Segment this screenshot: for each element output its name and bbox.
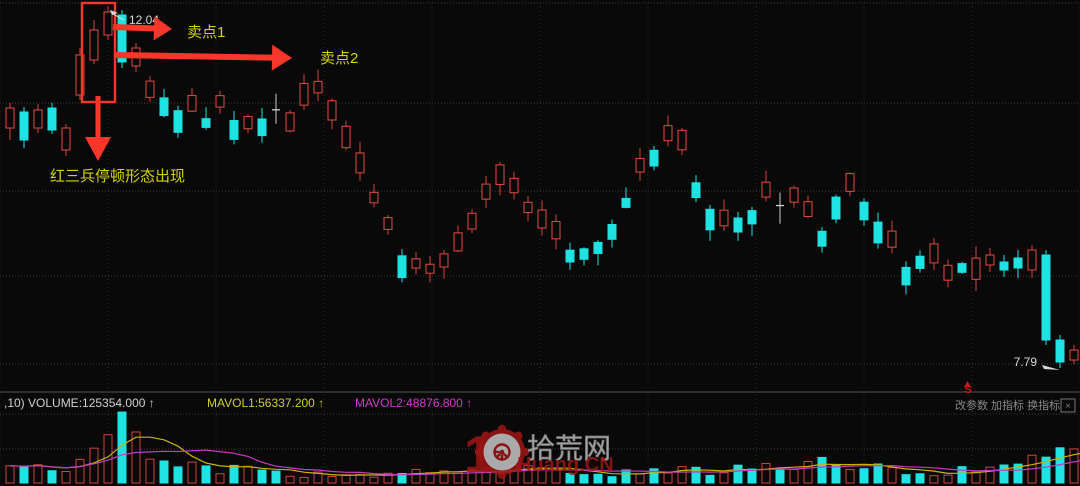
svg-text:,10) VOLUME:125354.000 ↑: ,10) VOLUME:125354.000 ↑ xyxy=(4,396,155,410)
svg-text:Huang.CN: Huang.CN xyxy=(517,454,614,476)
svg-text:7.79: 7.79 xyxy=(1014,355,1038,369)
svg-text:红三兵停顿形态出现: 红三兵停顿形态出现 xyxy=(50,168,185,185)
svg-text:改参数 加指标 换指标: 改参数 加指标 换指标 xyxy=(955,398,1060,412)
svg-text:MAVOL1:56337.200 ↑: MAVOL1:56337.200 ↑ xyxy=(207,396,324,410)
svg-text:MAVOL2:48876.800 ↑: MAVOL2:48876.800 ↑ xyxy=(355,396,472,410)
svg-text:卖点1: 卖点1 xyxy=(187,24,225,41)
svg-text:S: S xyxy=(964,384,971,396)
svg-text:×: × xyxy=(1065,401,1071,412)
svg-text:卖点2: 卖点2 xyxy=(320,50,358,67)
